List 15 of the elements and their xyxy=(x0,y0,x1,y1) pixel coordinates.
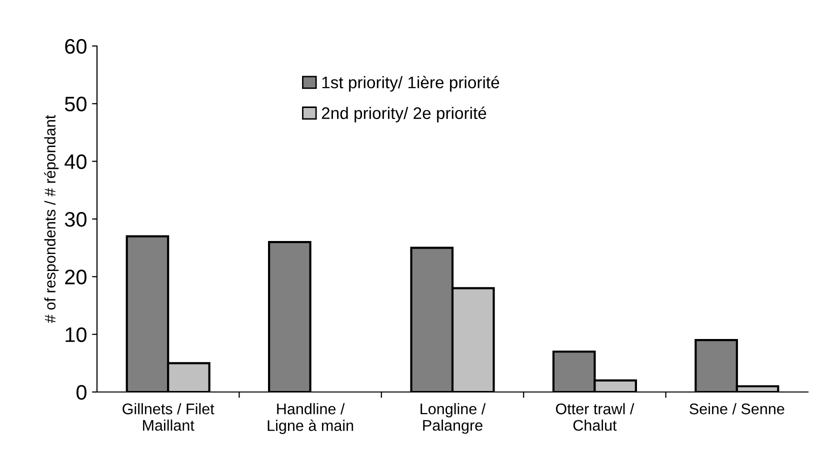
x-tick-label: Handline / Ligne à main xyxy=(268,403,354,434)
y-tick-label: 20 xyxy=(65,270,86,284)
y-axis-title: # of respondents / # répondant xyxy=(44,115,59,323)
y-tick-label: 60 xyxy=(65,39,86,54)
y-tick-label: 50 xyxy=(64,96,86,112)
y-tick-label: 40 xyxy=(64,154,86,170)
legend-label: 2nd priority/ 2e priorité xyxy=(322,106,486,122)
x-tick-label: Longline / Palangre xyxy=(420,403,486,434)
x-tick-label: Gillnets / Filet Maillant xyxy=(122,403,214,431)
y-tick-label: 10 xyxy=(66,327,86,342)
y-tick-label: 0 xyxy=(76,385,86,400)
legend-label: 1st priority/ 1ière priorité xyxy=(322,76,500,92)
y-tick-label: 30 xyxy=(64,212,86,227)
x-tick-label: Otter trawl / Chalut xyxy=(556,403,634,431)
x-tick-label: Seine / Senne xyxy=(690,403,784,414)
